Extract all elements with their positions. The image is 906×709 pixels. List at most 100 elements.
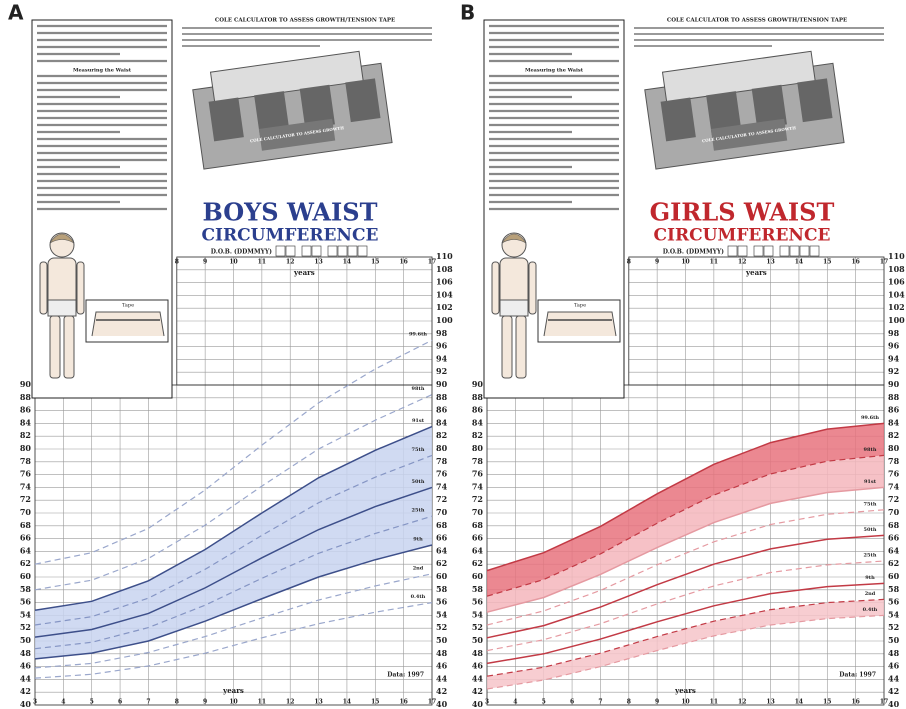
child-leg [516,316,526,378]
x-tick-label: 6 [570,699,574,706]
y-tick-label: 82 [472,430,483,440]
y-tick-label: 62 [20,558,31,568]
centile-label: 99.6th [861,415,879,421]
y-tick-label: 80 [20,443,32,453]
tape-body [92,312,164,336]
y-tick-label-right: 50 [888,635,900,645]
child-leg [64,316,74,378]
centile-label: 9th [865,575,875,581]
y-tick-label-right: 64 [436,545,448,555]
dob-box [728,246,737,256]
tape-label: Tape [122,303,134,309]
x-tick-label: 9 [655,699,659,706]
y-tick-label: 68 [472,520,484,530]
x-axis-label: years [674,686,696,695]
y-tick-label-right: 72 [436,494,447,504]
chart-subtitle: CIRCUMFERENCE [654,226,831,246]
y-tick-label-right: 62 [888,558,899,568]
y-tick-label-right: 102 [888,302,905,312]
child-leg [502,316,512,378]
y-tick-label-right: 70 [436,507,448,517]
centile-label: 9th [413,537,423,543]
y-tick-label: 74 [472,481,484,491]
y-tick-label-right: 40 [888,699,900,709]
y-tick-label-right: 56 [888,597,900,607]
y-tick-label-right: 46 [888,661,900,671]
x-axis-label-top: years [745,268,767,277]
y-tick-label: 86 [472,405,484,415]
x-tick-label: 14 [343,699,351,706]
x-tick-label: 8 [627,699,631,706]
y-tick-label-right: 62 [436,558,447,568]
y-tick-label: 54 [20,609,32,619]
y-tick-label: 82 [20,430,31,440]
page: A404042424444464648485050525254545656585… [0,0,906,709]
y-tick-label: 44 [472,673,484,683]
y-tick-label-right: 76 [888,469,900,479]
data-note: Data: 1997 [839,672,876,679]
x-tick-label: 10 [229,699,237,706]
y-tick-label-right: 78 [436,456,448,466]
device-window [209,98,244,142]
child-leg [50,316,60,378]
y-tick-label-right: 92 [888,366,899,376]
dob-box [338,246,347,256]
x-tick-label: 10 [681,699,689,706]
centile-label: 91st [864,479,877,485]
y-tick-label: 60 [472,571,484,581]
y-tick-label-right: 74 [436,481,448,491]
child-pants [48,300,76,316]
y-tick-label: 58 [472,584,484,594]
y-tick-label-right: 84 [436,417,448,427]
y-tick-label: 52 [472,622,483,632]
y-tick-label-right: 94 [436,353,448,363]
y-tick-label-right: 100 [888,315,905,325]
panel-label: A [8,1,24,25]
dob-box [286,246,295,256]
y-tick-label: 64 [472,545,484,555]
y-tick-label: 84 [20,417,32,427]
x-tick-label: 9 [203,699,207,706]
x-tick-label-top: 14 [343,259,351,266]
centile-label: 75th [864,501,877,507]
dob-box [764,246,773,256]
y-tick-label-right: 80 [436,443,448,453]
centile-label: 25th [412,508,425,514]
y-tick-label-right: 104 [436,289,453,299]
x-tick-label: 7 [598,699,602,706]
y-tick-label-right: 66 [436,533,448,543]
y-tick-label-right: 58 [888,584,900,594]
dob-box [302,246,311,256]
x-tick-label: 8 [175,699,179,706]
dob-box [790,246,799,256]
y-tick-label-right: 82 [436,430,447,440]
dob-box [358,246,367,256]
y-tick-label: 68 [20,520,32,530]
x-tick-label-top: 16 [851,259,859,266]
header: COLE CALCULATOR TO ASSESS GROWTH/TENSION… [215,18,395,24]
y-tick-label-right: 44 [436,673,448,683]
y-tick-label-right: 100 [436,315,453,325]
y-tick-label: 78 [472,456,484,466]
header: COLE CALCULATOR TO ASSESS GROWTH/TENSION… [667,18,847,24]
x-tick-label: 13 [314,699,322,706]
y-tick-label: 72 [472,494,483,504]
y-tick-label-right: 88 [888,392,900,402]
x-tick-label: 16 [851,699,859,706]
y-tick-label: 74 [20,481,32,491]
y-tick-label: 66 [20,533,32,543]
y-tick-label: 42 [472,686,483,696]
x-tick-label: 4 [513,699,517,706]
x-tick-label: 7 [146,699,150,706]
y-tick-label-right: 60 [888,571,900,581]
y-tick-label-right: 88 [436,392,448,402]
x-tick-label-top: 15 [371,259,379,266]
y-tick-label: 46 [472,661,484,671]
y-tick-label: 88 [472,392,484,402]
x-tick-label-top: 13 [766,259,774,266]
y-tick-label-right: 74 [888,481,900,491]
centile-label: 98th [864,447,877,453]
y-tick-label: 42 [20,686,31,696]
y-tick-label: 44 [20,673,32,683]
x-tick-label: 16 [399,699,407,706]
